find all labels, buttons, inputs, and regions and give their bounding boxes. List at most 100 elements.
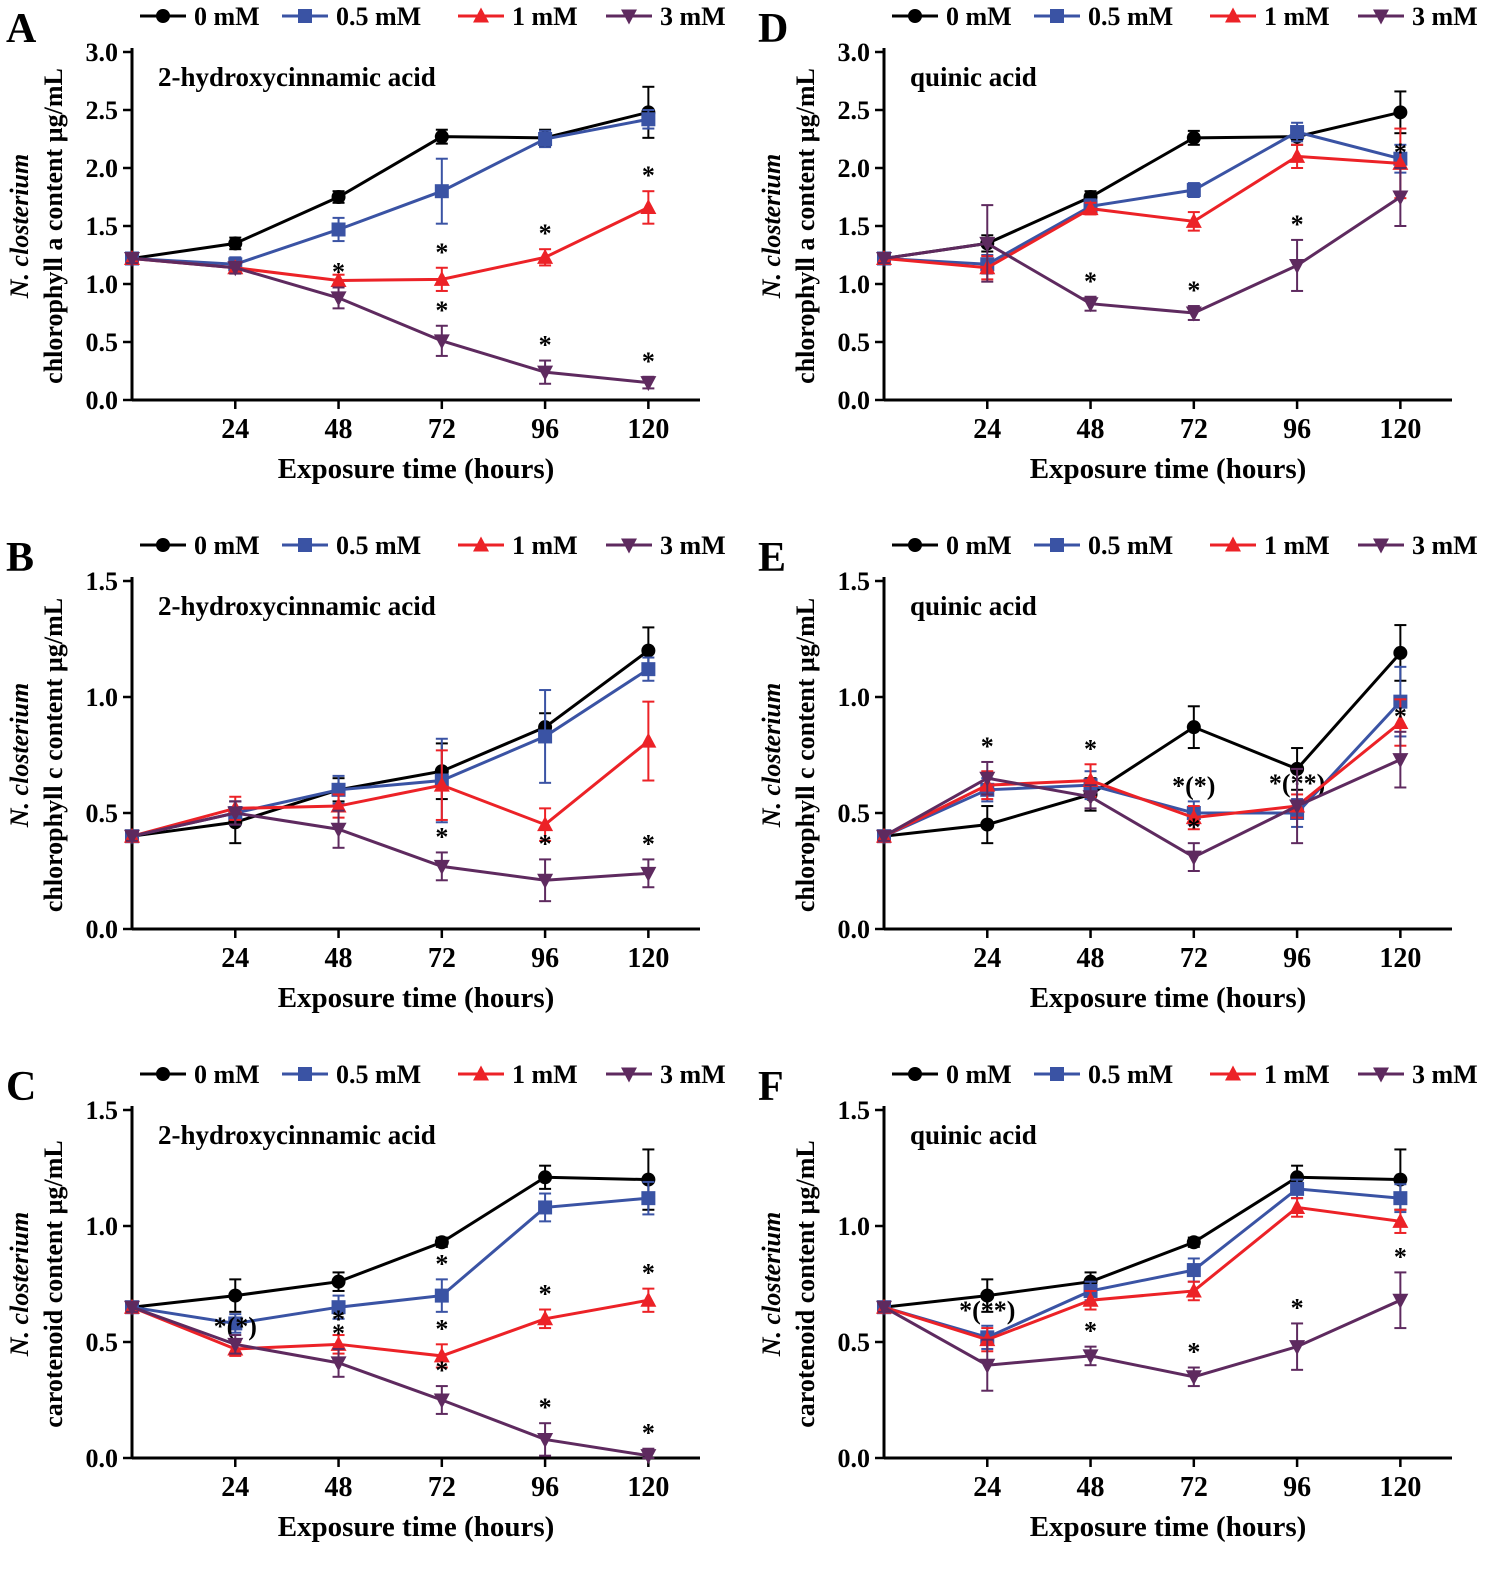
triangle-down-marker bbox=[876, 251, 892, 267]
legend-item-0-mm: 0 mM bbox=[892, 1060, 1012, 1089]
triangle-down-marker bbox=[621, 9, 637, 25]
series-line bbox=[131, 1298, 649, 1358]
series-3-mm: * * * * bbox=[876, 1242, 1409, 1392]
significance-marker: * bbox=[1084, 734, 1097, 763]
x-tick-label: 24 bbox=[973, 1472, 1001, 1503]
y-tick-label: 1.0 bbox=[838, 270, 871, 299]
series-0-mm bbox=[125, 626, 656, 845]
y-tick-label: 1.0 bbox=[86, 1212, 119, 1241]
y-tick-label: 0.0 bbox=[838, 386, 871, 415]
y-tick-label: 1.5 bbox=[838, 212, 871, 241]
x-tick-label: 24 bbox=[221, 1472, 249, 1503]
significance-marker: * bbox=[981, 732, 994, 761]
triangle-up-marker bbox=[1185, 212, 1202, 228]
x-tick-label: 72 bbox=[428, 1472, 456, 1503]
axes: 0.0 0.5 1.0 1.5 24 48 72 96 120 bbox=[838, 567, 1452, 974]
square-marker bbox=[434, 1288, 449, 1303]
triangle-up-marker bbox=[1225, 1065, 1241, 1081]
legend-label: 3 mM bbox=[660, 531, 726, 560]
y-tick-label: 3.0 bbox=[86, 38, 119, 67]
series-1-mm bbox=[876, 1197, 1409, 1353]
y-tick-label: 0.0 bbox=[838, 1444, 871, 1473]
significance-marker: * bbox=[539, 1280, 552, 1309]
circle-marker bbox=[1393, 105, 1408, 120]
legend-item-3-mm: 3 mM bbox=[1358, 531, 1478, 560]
x-tick-label: 96 bbox=[531, 1472, 559, 1503]
square-marker bbox=[331, 222, 346, 237]
triangle-down-marker bbox=[640, 866, 657, 882]
triangle-up-marker bbox=[473, 1065, 489, 1081]
significance-marker: * bbox=[642, 161, 655, 190]
y-tick-label: 2.0 bbox=[838, 154, 871, 183]
chart-panel-E: E 0 mM 0.5 mM 1 mM 3 mM 0.0 0.5 1.0 1.5 24 48 72 96 1… bbox=[757, 531, 1478, 1014]
series-1-mm: *(*) * *** bbox=[124, 1259, 657, 1369]
series-1-mm: * bbox=[876, 698, 1409, 843]
legend-item-0-mm: 0 mM bbox=[140, 531, 260, 560]
legend: 0 mM 0.5 mM 1 mM 3 mM bbox=[140, 1060, 726, 1089]
legend-item-0-5-mm: 0.5 mM bbox=[282, 2, 421, 31]
triangle-down-marker bbox=[1082, 1349, 1099, 1365]
y-tick-label: 1.5 bbox=[86, 1096, 119, 1125]
significance-marker: * bbox=[332, 257, 345, 286]
y-axis-label-quantity: chlorophyll a content µg/mL bbox=[791, 68, 820, 384]
x-tick-label: 48 bbox=[325, 943, 353, 974]
significance-marker: * bbox=[435, 238, 448, 267]
y-tick-label: 2.5 bbox=[838, 96, 871, 125]
triangle-down-marker bbox=[227, 806, 244, 822]
square-marker bbox=[1393, 1191, 1408, 1206]
square-marker bbox=[1050, 9, 1064, 23]
series-line bbox=[131, 117, 649, 266]
series-line bbox=[883, 1187, 1401, 1339]
triangle-down-marker bbox=[621, 538, 637, 554]
circle-marker bbox=[156, 1067, 170, 1081]
triangle-down-marker bbox=[876, 829, 892, 845]
square-marker bbox=[641, 1191, 656, 1206]
x-axis-label: Exposure time (hours) bbox=[1030, 1511, 1307, 1543]
triangle-down-marker bbox=[227, 261, 244, 277]
triangle-down-marker bbox=[1392, 753, 1409, 769]
series-line bbox=[883, 721, 1402, 838]
legend: 0 mM 0.5 mM 1 mM 3 mM bbox=[892, 1060, 1478, 1089]
y-tick-label: 1.5 bbox=[838, 567, 871, 596]
circle-marker bbox=[331, 190, 346, 204]
triangle-up-marker bbox=[1392, 1212, 1409, 1228]
triangle-down-marker bbox=[537, 873, 554, 889]
triangle-up-marker bbox=[433, 1347, 450, 1363]
y-axis-label-quantity: chlorophyll a content µg/mL bbox=[39, 68, 68, 384]
square-marker bbox=[1050, 538, 1064, 552]
x-tick-label: 96 bbox=[1283, 943, 1311, 974]
triangle-up-marker bbox=[473, 7, 489, 23]
triangle-up-marker bbox=[640, 1291, 657, 1307]
circle-marker bbox=[908, 9, 922, 23]
significance-marker: * bbox=[1291, 210, 1304, 239]
significance-marker: * bbox=[1084, 267, 1097, 296]
plot-title: 2-hydroxycinnamic acid bbox=[158, 62, 436, 92]
legend-label: 0.5 mM bbox=[336, 2, 421, 31]
series-0-5-mm: * bbox=[125, 1180, 656, 1334]
significance-marker: * bbox=[435, 129, 448, 158]
square-marker bbox=[538, 132, 553, 146]
significance-marker: *(**) bbox=[959, 1296, 1015, 1325]
series-line bbox=[131, 667, 650, 838]
y-axis-label-species: N. closterium bbox=[757, 1212, 786, 1357]
y-axis-label-quantity: carotenoid content µg/mL bbox=[791, 1140, 820, 1427]
axes: 0.0 0.5 1.0 1.5 2.0 2.5 3.0 24 48 72 96 120 bbox=[838, 38, 1452, 445]
panel-letter: B bbox=[6, 535, 34, 581]
series-line bbox=[131, 1175, 649, 1309]
legend-label: 3 mM bbox=[660, 1060, 726, 1089]
legend-item-1-mm: 1 mM bbox=[1210, 1060, 1330, 1089]
legend-item-1-mm: 1 mM bbox=[458, 531, 578, 560]
axes: 0.0 0.5 1.0 1.5 24 48 72 96 120 bbox=[838, 1096, 1452, 1503]
triangle-up-marker bbox=[1225, 536, 1241, 552]
y-tick-label: 2.5 bbox=[86, 96, 119, 125]
circle-marker bbox=[228, 236, 243, 251]
x-tick-label: 24 bbox=[221, 943, 249, 974]
significance-marker: * bbox=[539, 331, 552, 360]
circle-marker bbox=[1186, 130, 1201, 145]
legend-label: 3 mM bbox=[660, 2, 726, 31]
triangle-up-marker bbox=[330, 797, 347, 813]
triangle-up-marker bbox=[1185, 1282, 1202, 1298]
legend-label: 0.5 mM bbox=[1088, 1060, 1173, 1089]
legend-label: 1 mM bbox=[1264, 531, 1330, 560]
y-tick-label: 1.5 bbox=[838, 1096, 871, 1125]
